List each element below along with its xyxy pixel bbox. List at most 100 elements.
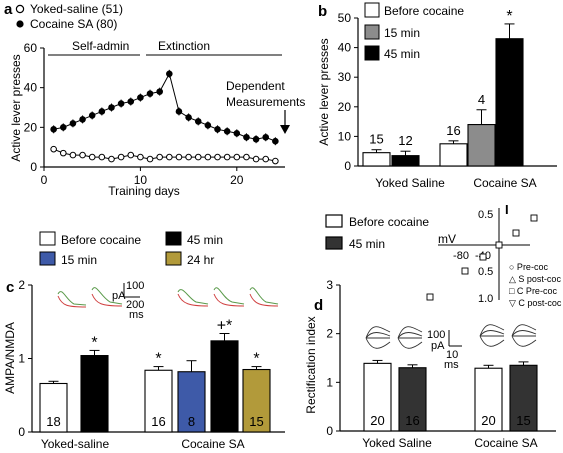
trace-c3-red (177, 293, 209, 307)
legend-swatch-b-45 (364, 45, 380, 61)
data-point-yoked (223, 153, 231, 161)
legend-swatch-b-before (364, 2, 380, 18)
iv-point-6 (426, 293, 434, 301)
data-point-cocaine (146, 90, 154, 97)
iv-ylabel: I (505, 202, 509, 217)
data-point-yoked (156, 153, 163, 161)
panel-letter-a: a (4, 1, 13, 18)
legend-swatch-c-24 (165, 251, 182, 266)
ytick-label-a: 20 (24, 120, 38, 134)
ytick-label: 10 (338, 129, 352, 143)
ytick-label: 0 (18, 425, 25, 439)
data-point-yoked (50, 145, 57, 153)
bar (509, 364, 538, 432)
trace-d1 (365, 326, 391, 349)
iv-point-2 (512, 229, 520, 237)
bar (495, 38, 524, 167)
data-point-yoked (117, 153, 125, 161)
ticks-a: 0 20 40 60 0 10 20 (24, 41, 244, 187)
data-point-yoked (166, 153, 173, 161)
data-point-cocaine (79, 116, 86, 123)
bar (80, 355, 109, 433)
bar (467, 124, 496, 167)
legend-label-cocaine: Cocaine SA (80) (30, 17, 117, 31)
n-label: 20 (370, 413, 384, 428)
ytick-label: 0 (344, 159, 351, 173)
legend-label-c-before: Before cocaine (61, 233, 141, 247)
trace-c4-green (213, 287, 245, 305)
n-label: 16 (446, 123, 460, 138)
group-label-d-cocaine: Cocaine SA (474, 436, 537, 450)
data-point-yoked (108, 155, 115, 163)
legend-marker-cocaine (16, 20, 24, 28)
data-point-cocaine (223, 128, 231, 135)
ylabel-c: AMPA/NMDA (3, 322, 17, 394)
xtick-label-a: 20 (230, 173, 244, 187)
legend-label-b-45: 45 min (384, 47, 420, 61)
phase-label-extinction: Extinction (158, 39, 210, 53)
legend-swatch-c-45 (165, 231, 182, 246)
scale-c-x-unit: ms (129, 309, 144, 321)
legend-label-b-15: 15 min (384, 26, 420, 40)
n-label: 12 (87, 414, 101, 429)
legend-label-c-15: 15 min (61, 253, 97, 267)
data-point-cocaine (243, 133, 250, 141)
bar (210, 340, 239, 433)
panel-a: a Yoked-saline (51) Cocaine SA (80) Self… (4, 1, 305, 198)
n-label: 12 (217, 414, 231, 429)
data-point-cocaine (127, 98, 135, 105)
data-point-yoked (127, 151, 135, 159)
ytick-label: 1 (326, 375, 333, 389)
data-point-yoked (243, 153, 250, 161)
n-label: 16 (502, 148, 516, 163)
trace-c2-green (91, 287, 123, 305)
legend-swatch-d-45 (325, 236, 343, 250)
panel-letter-d: d (314, 297, 323, 314)
phase-label-selfadmin: Self-admin (72, 39, 129, 53)
legend-swatch-c-before (39, 231, 56, 246)
annotation-line-1: Dependent (226, 79, 285, 93)
scale-d-y-value: 100 (427, 329, 445, 341)
ytick-label: 50 (338, 11, 352, 25)
iv-legend-3: □ C Pre-coc (509, 286, 557, 296)
data-point-yoked (79, 151, 86, 159)
bar (242, 368, 271, 433)
data-point-cocaine (59, 124, 67, 131)
trace-d2 (397, 326, 423, 349)
legend-swatch-b-15 (364, 24, 380, 40)
data-point-cocaine (194, 118, 202, 125)
iv-ytick-pos: 0.5 (478, 209, 493, 221)
panel-c: c Before cocaine 45 min 15 min 24 hr 100… (3, 231, 285, 451)
bar (39, 382, 68, 433)
n-label: 15 (249, 414, 263, 429)
significance-marker: +* (217, 318, 233, 335)
panel-d: d Before cocaine 45 min mV I -80 -40 0.5… (304, 202, 562, 450)
bar (177, 371, 206, 433)
iv-legend-1: ○ Pre-coc (509, 262, 548, 272)
trace-d3 (479, 324, 505, 347)
data-point-yoked (69, 151, 77, 159)
data-point-yoked (98, 153, 106, 161)
n-label: 20 (481, 413, 495, 428)
legend-label-d-45: 45 min (349, 237, 385, 251)
bar (144, 369, 173, 433)
bar (363, 362, 392, 432)
legend-label-b-before: Before cocaine (384, 4, 464, 18)
trace-c5-red (249, 293, 279, 307)
data-point-yoked (262, 155, 270, 163)
ytick-label-a: 60 (24, 41, 38, 55)
ticks-d: 0 1 2 3 (326, 278, 340, 438)
legend-label-c-45: 45 min (187, 233, 223, 247)
ylabel-b: Active lever presses (317, 38, 331, 145)
iv-xlabel: mV (438, 232, 456, 246)
data-point-yoked (252, 155, 260, 163)
data-point-cocaine (117, 100, 125, 107)
data-point-cocaine (262, 133, 270, 141)
legend-swatch-d-before (325, 214, 343, 228)
panel-letter-c: c (6, 279, 14, 296)
panel-letter-b: b (318, 3, 327, 20)
significance-marker: * (253, 351, 259, 368)
scale-c-y-unit: pA (112, 290, 126, 302)
bars-b: 15 12 16 4 16 * (362, 8, 524, 167)
n-label: 4 (478, 92, 485, 107)
